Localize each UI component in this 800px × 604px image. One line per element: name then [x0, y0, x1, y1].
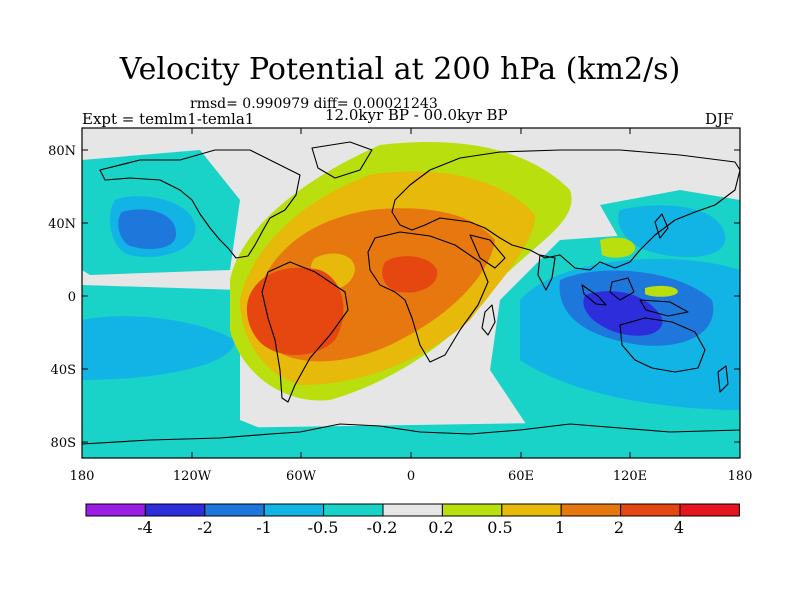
coast-arabia — [469, 234, 506, 269]
colorbar-labels: -4 -2 -1 -0.5 -0.2 0.2 0.5 1 2 4 — [137, 518, 684, 537]
coast-japan — [654, 213, 669, 239]
colorbar-swatch — [85, 503, 146, 517]
lon-tick-label: 120W — [173, 469, 212, 484]
colorbar-swatch — [679, 503, 740, 517]
colorbar-label: -2 — [197, 518, 213, 537]
lon-tick-label: 180 — [70, 469, 95, 484]
coast-sumatra — [581, 284, 607, 306]
colorbar-label: -1 — [256, 518, 272, 537]
contour-pos-yellowgreen-small — [600, 237, 635, 258]
contour-neg2-pacific — [118, 209, 177, 250]
contour-neg1-pacific-s — [82, 316, 235, 380]
experiment-label: Expt = temlm1-temla1 — [82, 110, 255, 128]
tick-marks — [82, 128, 740, 458]
coast-greenland — [311, 141, 373, 179]
colorbar-label: 0.2 — [428, 518, 453, 537]
coast-madagascar — [481, 304, 496, 336]
colorbar-label: 2 — [614, 518, 624, 537]
colorbar-label: 0.5 — [487, 518, 512, 537]
lat-tick-label: 80N — [48, 144, 76, 159]
colorbar-swatch — [501, 503, 562, 517]
contour-pos-yellowgreen-small2 — [645, 285, 678, 297]
colorbar-swatch — [263, 503, 325, 517]
lat-tick-label: 80S — [51, 436, 76, 451]
colorbar-label: -0.5 — [308, 518, 339, 537]
contour-field — [82, 128, 740, 458]
coast-india — [537, 254, 556, 291]
coast-newguinea — [639, 299, 689, 317]
contour-pos-red-america — [246, 267, 344, 355]
colorbar-swatch — [620, 503, 681, 517]
colorbar-label: -0.2 — [367, 518, 398, 537]
coast-south-america — [261, 261, 349, 403]
lon-tick-label: 0 — [407, 469, 415, 484]
lon-tick-label: 60W — [286, 469, 317, 484]
colorbar-swatch — [382, 503, 443, 517]
colorbar — [85, 503, 740, 517]
lat-tick-label: 40N — [48, 217, 76, 232]
colorbar-swatch — [204, 503, 265, 517]
lon-tick-label: 60E — [508, 469, 534, 484]
coast-borneo — [609, 277, 635, 301]
coast-africa — [367, 231, 489, 363]
colorbar-label: 1 — [555, 518, 565, 537]
colorbar-swatch — [441, 503, 503, 517]
period-label: 12.0kyr BP - 00.0kyr BP — [325, 106, 508, 124]
coast-eurasia — [391, 149, 740, 271]
coast-north-america — [99, 149, 301, 259]
season-label: DJF — [705, 110, 734, 128]
lon-axis: 180 120W 60W 0 60E 120E 180 — [70, 469, 753, 484]
map-title: Velocity Potential at 200 hPa (km2/s) — [119, 52, 681, 87]
coastlines — [82, 141, 740, 445]
contour-neg1-northeast — [618, 205, 726, 258]
colorbar-label: -4 — [137, 518, 153, 537]
coast-australia — [619, 317, 706, 373]
colorbar-swatch — [560, 503, 622, 517]
colorbar-swatch — [144, 503, 206, 517]
colorbar-label: 4 — [674, 518, 684, 537]
contour-pos-red-africa — [382, 256, 438, 293]
lat-tick-label: 40S — [51, 363, 76, 378]
coast-newzealand — [717, 365, 729, 393]
lon-tick-label: 120E — [613, 469, 647, 484]
lon-tick-label: 180 — [728, 469, 753, 484]
coast-antarctica — [82, 423, 740, 445]
colorbar-swatch — [323, 503, 384, 517]
lat-tick-label: 0 — [68, 290, 76, 305]
lat-axis: 80N 40N 0 40S 80S — [48, 144, 76, 451]
stats-text: rmsd= 0.990979 diff= 0.00021243 — [190, 96, 438, 112]
